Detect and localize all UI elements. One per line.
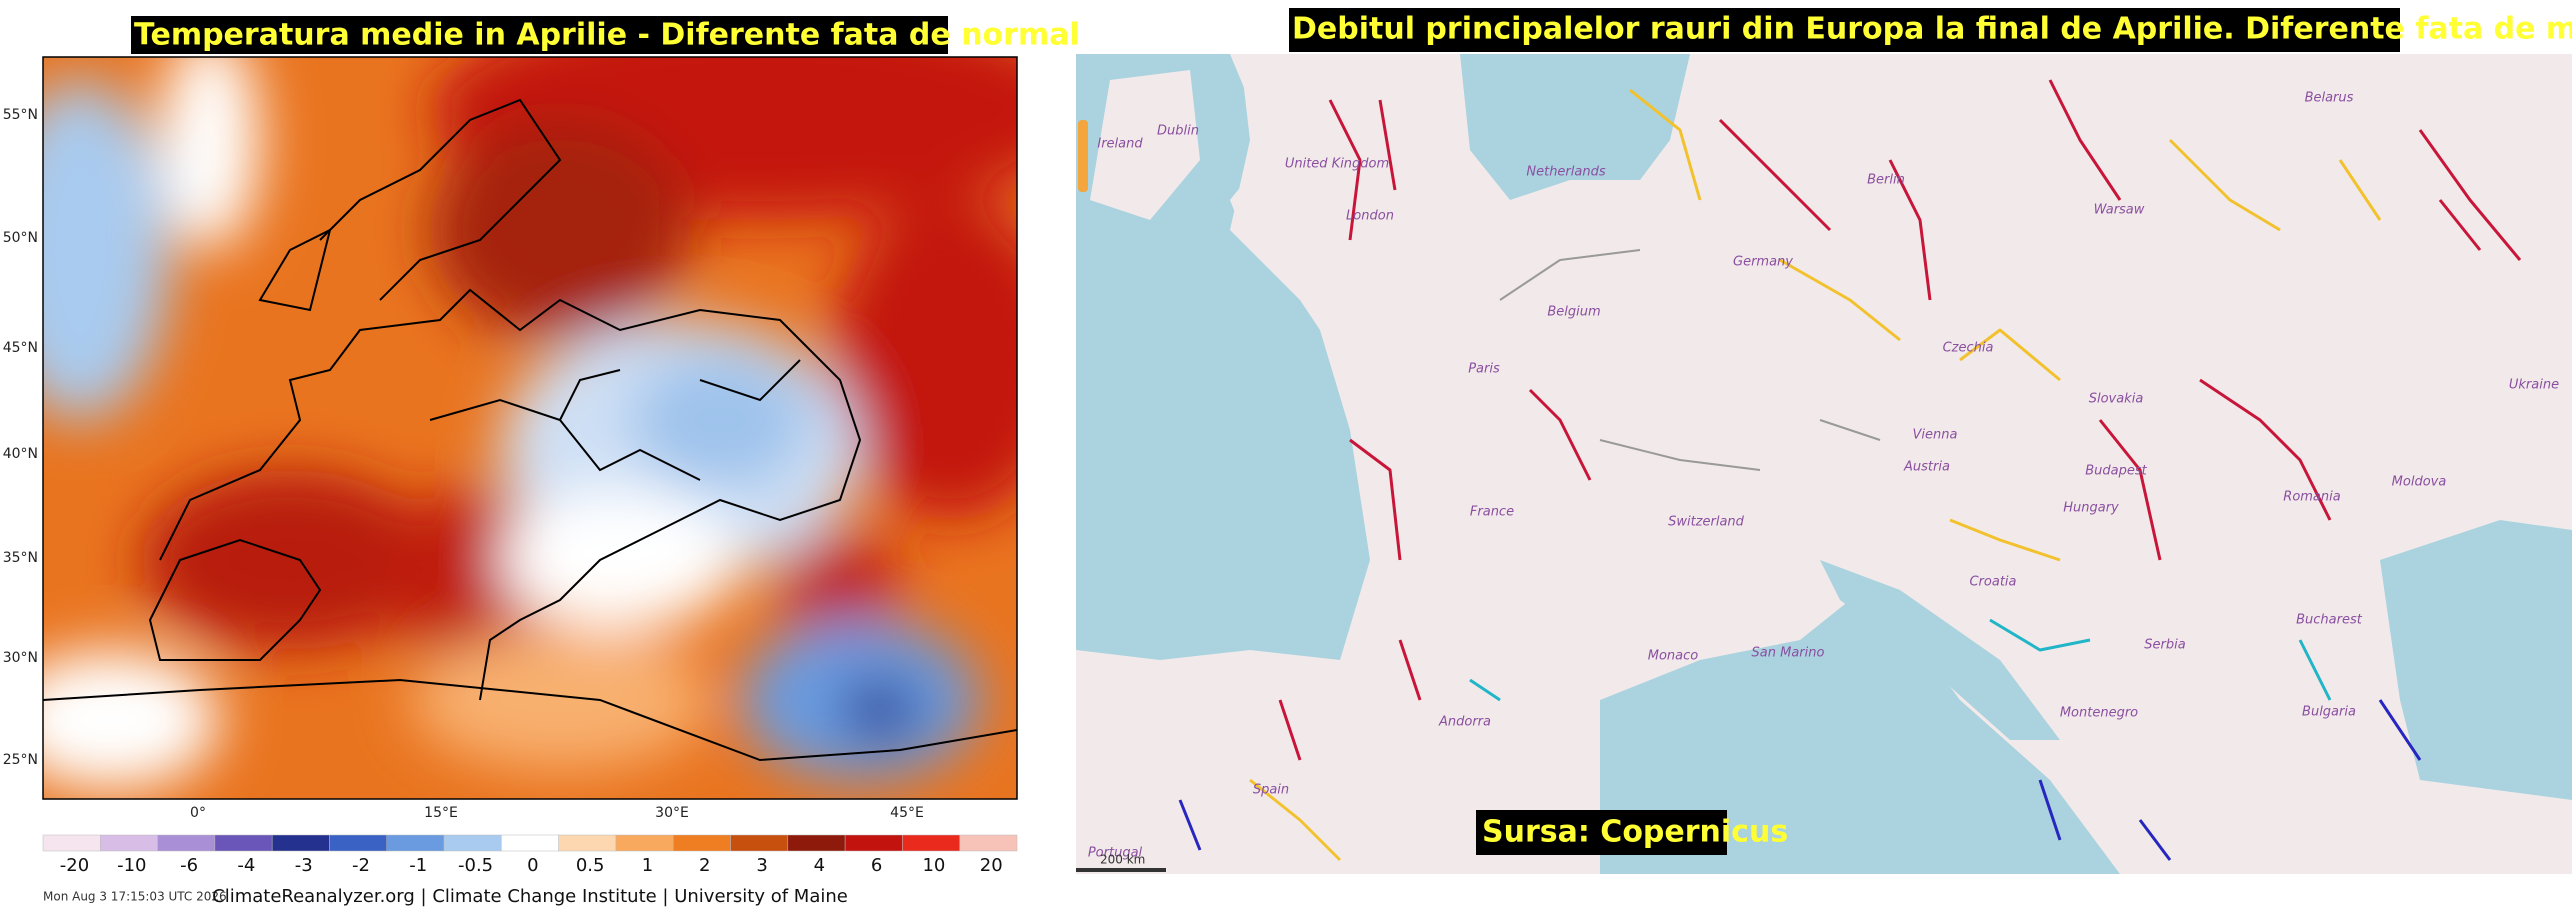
lon-label: 15°E (424, 805, 458, 821)
lat-label: 30°N (3, 650, 38, 666)
credit: ClimateReanalyzer.org | Climate Change I… (212, 886, 848, 907)
place-label: Czechia (1943, 341, 1994, 356)
colorbar-label: -2 (352, 855, 370, 876)
place-label: Bucharest (2296, 613, 2363, 628)
place-label: Andorra (1438, 715, 1491, 730)
lat-label: 45°N (3, 340, 38, 356)
colorbar-cell (787, 834, 846, 852)
colorbar-label: 1 (642, 855, 653, 876)
colorbar-cell (902, 834, 960, 852)
colorbar-cell (730, 834, 789, 852)
colorbar-label: 4 (814, 855, 825, 876)
colorbar-cell (844, 834, 903, 852)
place-label: Moldova (2392, 475, 2447, 490)
colorbar-cell (672, 834, 731, 852)
right-title: Debitul principalelor rauri din Europa l… (1292, 12, 2572, 47)
colorbar-cell (959, 834, 1018, 852)
colorbar-cell (386, 834, 445, 852)
colorbar-label: -0.5 (458, 855, 493, 876)
colorbar-cell (501, 834, 559, 852)
colorbar-label: 10 (922, 855, 945, 876)
place-label: Hungary (2063, 501, 2119, 516)
place-label: Berlin (1867, 173, 1905, 188)
lat-label: 40°N (3, 446, 38, 462)
colorbar-cell (271, 834, 330, 852)
colorbar-label: -20 (60, 855, 89, 876)
colorbar-label: 0 (527, 855, 538, 876)
left-title: Temperatura medie in Aprilie - Diferente… (134, 18, 1080, 53)
place-label: Serbia (2144, 638, 2185, 653)
colorbar-cell (329, 834, 388, 852)
place-label: Bulgaria (2302, 705, 2356, 720)
scale-label: 200 km (1100, 853, 1145, 867)
colorbar-cell (214, 834, 273, 852)
side-tab[interactable] (1078, 120, 1088, 192)
colorbar-label: -1 (409, 855, 427, 876)
place-label: Switzerland (1668, 515, 1745, 530)
place-label: London (1346, 209, 1394, 224)
place-label: Vienna (1913, 428, 1958, 443)
lon-label: 30°E (655, 805, 689, 821)
colorbar-cell (558, 834, 617, 852)
place-label: France (1470, 505, 1514, 520)
place-label: Austria (1903, 460, 1950, 475)
place-label: Croatia (1969, 575, 2016, 590)
lat-label: 25°N (3, 752, 38, 768)
river-map (1076, 54, 2572, 874)
colorbar-label: -3 (295, 855, 313, 876)
colorbar-label: 6 (871, 855, 882, 876)
colorbar-label: -6 (180, 855, 198, 876)
scale-bar (1076, 868, 1166, 872)
lat-label: 35°N (3, 550, 38, 566)
place-label: Monaco (1648, 649, 1699, 664)
place-label: Belarus (2305, 91, 2354, 106)
place-labels: Ireland Dublin United Kingdom London Netherl… (1088, 91, 2559, 861)
colorbar-label: 20 (980, 855, 1003, 876)
place-label: Ireland (1097, 137, 1143, 152)
lat-label: 55°N (3, 107, 38, 123)
colorbar-cell (100, 834, 158, 852)
place-label: Spain (1253, 783, 1289, 798)
title-box (1289, 8, 2400, 52)
place-label: Dublin (1157, 124, 1199, 139)
colorbar-cell (615, 834, 674, 852)
title-box (131, 16, 948, 54)
colorbar-label: 0.5 (576, 855, 605, 876)
place-label: Netherlands (1526, 165, 1605, 180)
place-label: Belgium (1547, 305, 1600, 320)
source-label: Sursa: Copernicus (1482, 815, 1788, 850)
lat-label: 50°N (3, 230, 38, 246)
place-label: Slovakia (2089, 392, 2144, 407)
place-label: Romania (2283, 490, 2340, 505)
place-label: Warsaw (2094, 203, 2145, 218)
colorbar-cell (157, 834, 216, 852)
lon-label: 45°E (890, 805, 924, 821)
timestamp: Mon Aug 3 17:15:03 UTC 2026 (43, 890, 227, 904)
colorbar-label: -4 (237, 855, 255, 876)
temperature-map (43, 57, 1017, 799)
source-box (1476, 810, 1727, 855)
colorbar-cell (42, 834, 101, 852)
place-label: Montenegro (2060, 706, 2138, 721)
colorbar-label: 3 (756, 855, 767, 876)
lon-label: 0° (190, 805, 206, 821)
place-label: Paris (1468, 362, 1500, 377)
colorbar-label: -10 (117, 855, 146, 876)
colorbar-cell (443, 834, 502, 852)
place-label: Ukraine (2509, 378, 2559, 393)
place-label: United Kingdom (1285, 157, 1389, 172)
map-frame (42, 56, 1018, 800)
place-label: Budapest (2085, 464, 2147, 479)
place-label: Portugal (1088, 846, 1143, 861)
place-label: Germany (1733, 255, 1793, 270)
place-label: San Marino (1752, 646, 1825, 661)
colorbar-label: 2 (699, 855, 710, 876)
